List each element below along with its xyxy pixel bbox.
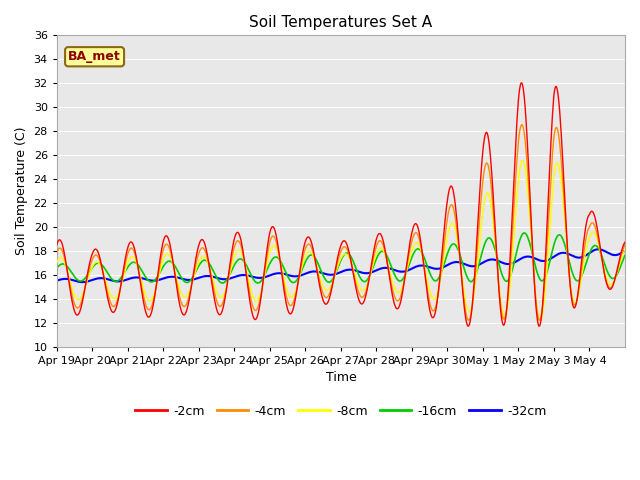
Text: BA_met: BA_met — [68, 50, 121, 63]
Legend: -2cm, -4cm, -8cm, -16cm, -32cm: -2cm, -4cm, -8cm, -16cm, -32cm — [131, 400, 551, 423]
Title: Soil Temperatures Set A: Soil Temperatures Set A — [250, 15, 433, 30]
X-axis label: Time: Time — [326, 372, 356, 384]
Y-axis label: Soil Temperature (C): Soil Temperature (C) — [15, 127, 28, 255]
